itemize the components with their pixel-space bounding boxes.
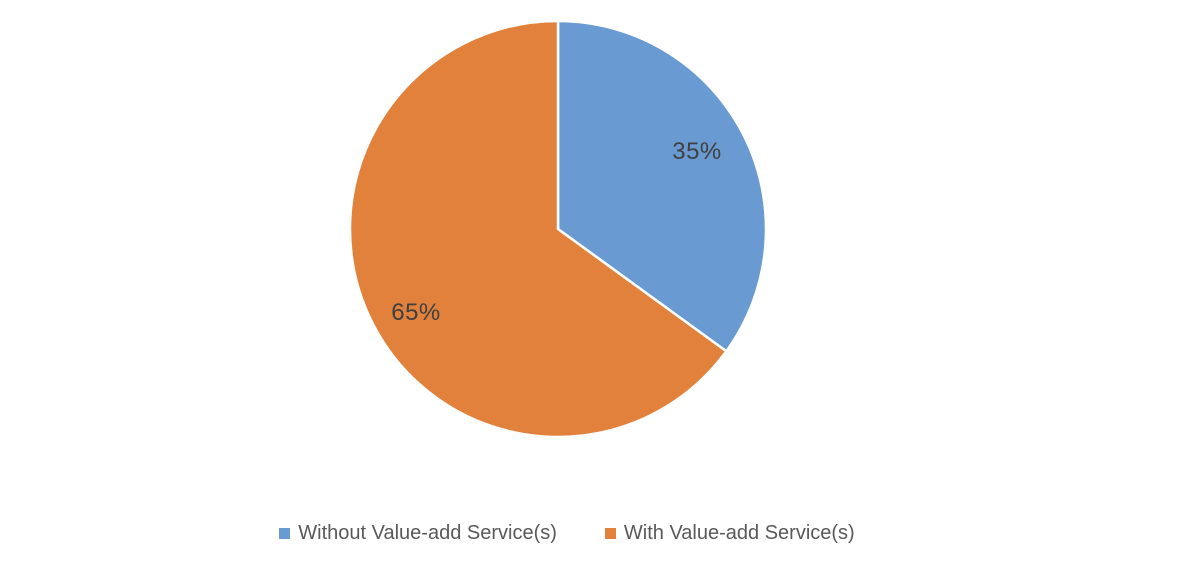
pie-slice-1 (348, 19, 728, 439)
pie-slice-0 (556, 19, 768, 353)
legend-item-with-value-add: With Value-add Service(s) (604, 521, 855, 545)
pie-data-label-with-value-add: 65% (391, 299, 441, 326)
legend-label-with-value-add: With Value-add Service(s) (623, 522, 855, 544)
legend-label-without-value-add: Without Value-add Service(s) (298, 522, 557, 544)
legend-item-without-value-add: Without Value-add Service(s) (279, 521, 557, 545)
pie-data-label-without-value-add: 35% (672, 138, 722, 165)
legend-swatch-blue-icon (279, 527, 291, 539)
legend-swatch-orange-icon (604, 527, 616, 539)
chart-legend: Without Value-add Service(s) With Value-… (0, 521, 1134, 545)
